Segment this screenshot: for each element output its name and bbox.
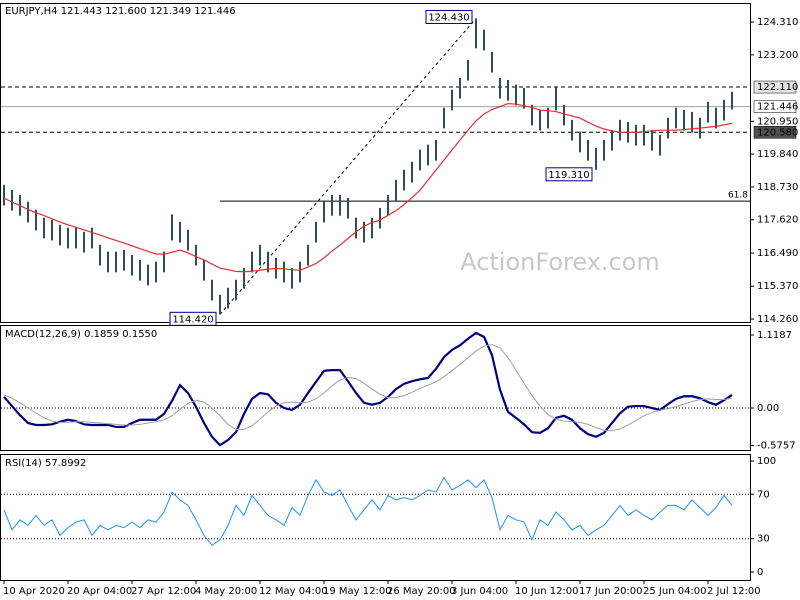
x-tick-label: 3 Jun 04:00 <box>451 586 508 597</box>
annotation-label: 124.430 <box>428 12 469 23</box>
y-tick-label: 0 <box>757 567 763 578</box>
price-panel <box>0 3 751 323</box>
price-title: EURJPY,H4 121.443 121.600 121.349 121.44… <box>5 6 236 17</box>
y-tick-label: 119.840 <box>757 149 798 160</box>
x-tick-label: 12 May 04:00 <box>259 586 328 597</box>
x-tick-label: 4 May 20:00 <box>195 586 257 597</box>
y-tick-label: 116.490 <box>757 248 798 259</box>
y-tick-label: 124.310 <box>757 17 798 28</box>
y-tick-label: 1.1187 <box>757 330 792 341</box>
x-tick-label: 10 Apr 2020 <box>3 586 65 597</box>
annotation-box <box>169 311 217 326</box>
watermark: ActionForex.com <box>460 248 660 276</box>
level-box <box>753 100 797 113</box>
moving-average <box>3 102 733 273</box>
y-tick-label: 0.00 <box>757 403 779 414</box>
level-box <box>753 126 797 139</box>
annotation-box <box>425 9 473 24</box>
rsi-panel <box>0 454 751 581</box>
trend-line <box>219 18 477 315</box>
annotation-box <box>545 167 593 182</box>
y-tick-label: 120.950 <box>757 116 798 127</box>
indicator-line <box>3 344 733 432</box>
y-tick-label: 100 <box>757 456 776 467</box>
level-label: 120.580 <box>757 127 798 138</box>
y-tick-label: 117.620 <box>757 215 798 226</box>
y-tick-label: 115.370 <box>757 281 798 292</box>
indicator-line <box>3 331 733 447</box>
indicator-line <box>3 476 733 547</box>
macd-title: MACD(12,26,9) 0.1859 0.1550 <box>5 329 157 340</box>
x-tick-label: 10 Jun 12:00 <box>515 586 579 597</box>
x-tick-label: 26 May 20:00 <box>387 586 456 597</box>
x-tick-label: 27 Apr 12:00 <box>131 586 196 597</box>
x-tick-label: 2 Jul 12:00 <box>707 586 761 597</box>
x-tick-label: 20 Apr 04:00 <box>67 586 132 597</box>
y-tick-label: 114.260 <box>757 314 798 325</box>
y-tick-label: 30 <box>757 534 770 545</box>
level-box <box>753 80 797 94</box>
x-tick-label: 17 Jun 20:00 <box>579 586 643 597</box>
fib-label: 61.8 <box>728 191 748 201</box>
y-tick-label: -0.5757 <box>757 441 796 452</box>
annotation-label: 119.310 <box>548 170 589 181</box>
annotation-label: 114.420 <box>172 314 213 325</box>
y-tick-label: 123.200 <box>757 50 798 61</box>
macd-panel <box>0 325 751 451</box>
y-tick-label: 118.730 <box>757 182 798 193</box>
x-tick-label: 25 Jun 04:00 <box>643 586 707 597</box>
level-label: 121.446 <box>757 102 798 113</box>
rsi-title: RSI(14) 57.8992 <box>5 458 86 469</box>
level-label: 122.110 <box>757 82 798 93</box>
y-tick-label: 70 <box>757 489 770 500</box>
x-tick-label: 19 May 12:00 <box>323 586 392 597</box>
